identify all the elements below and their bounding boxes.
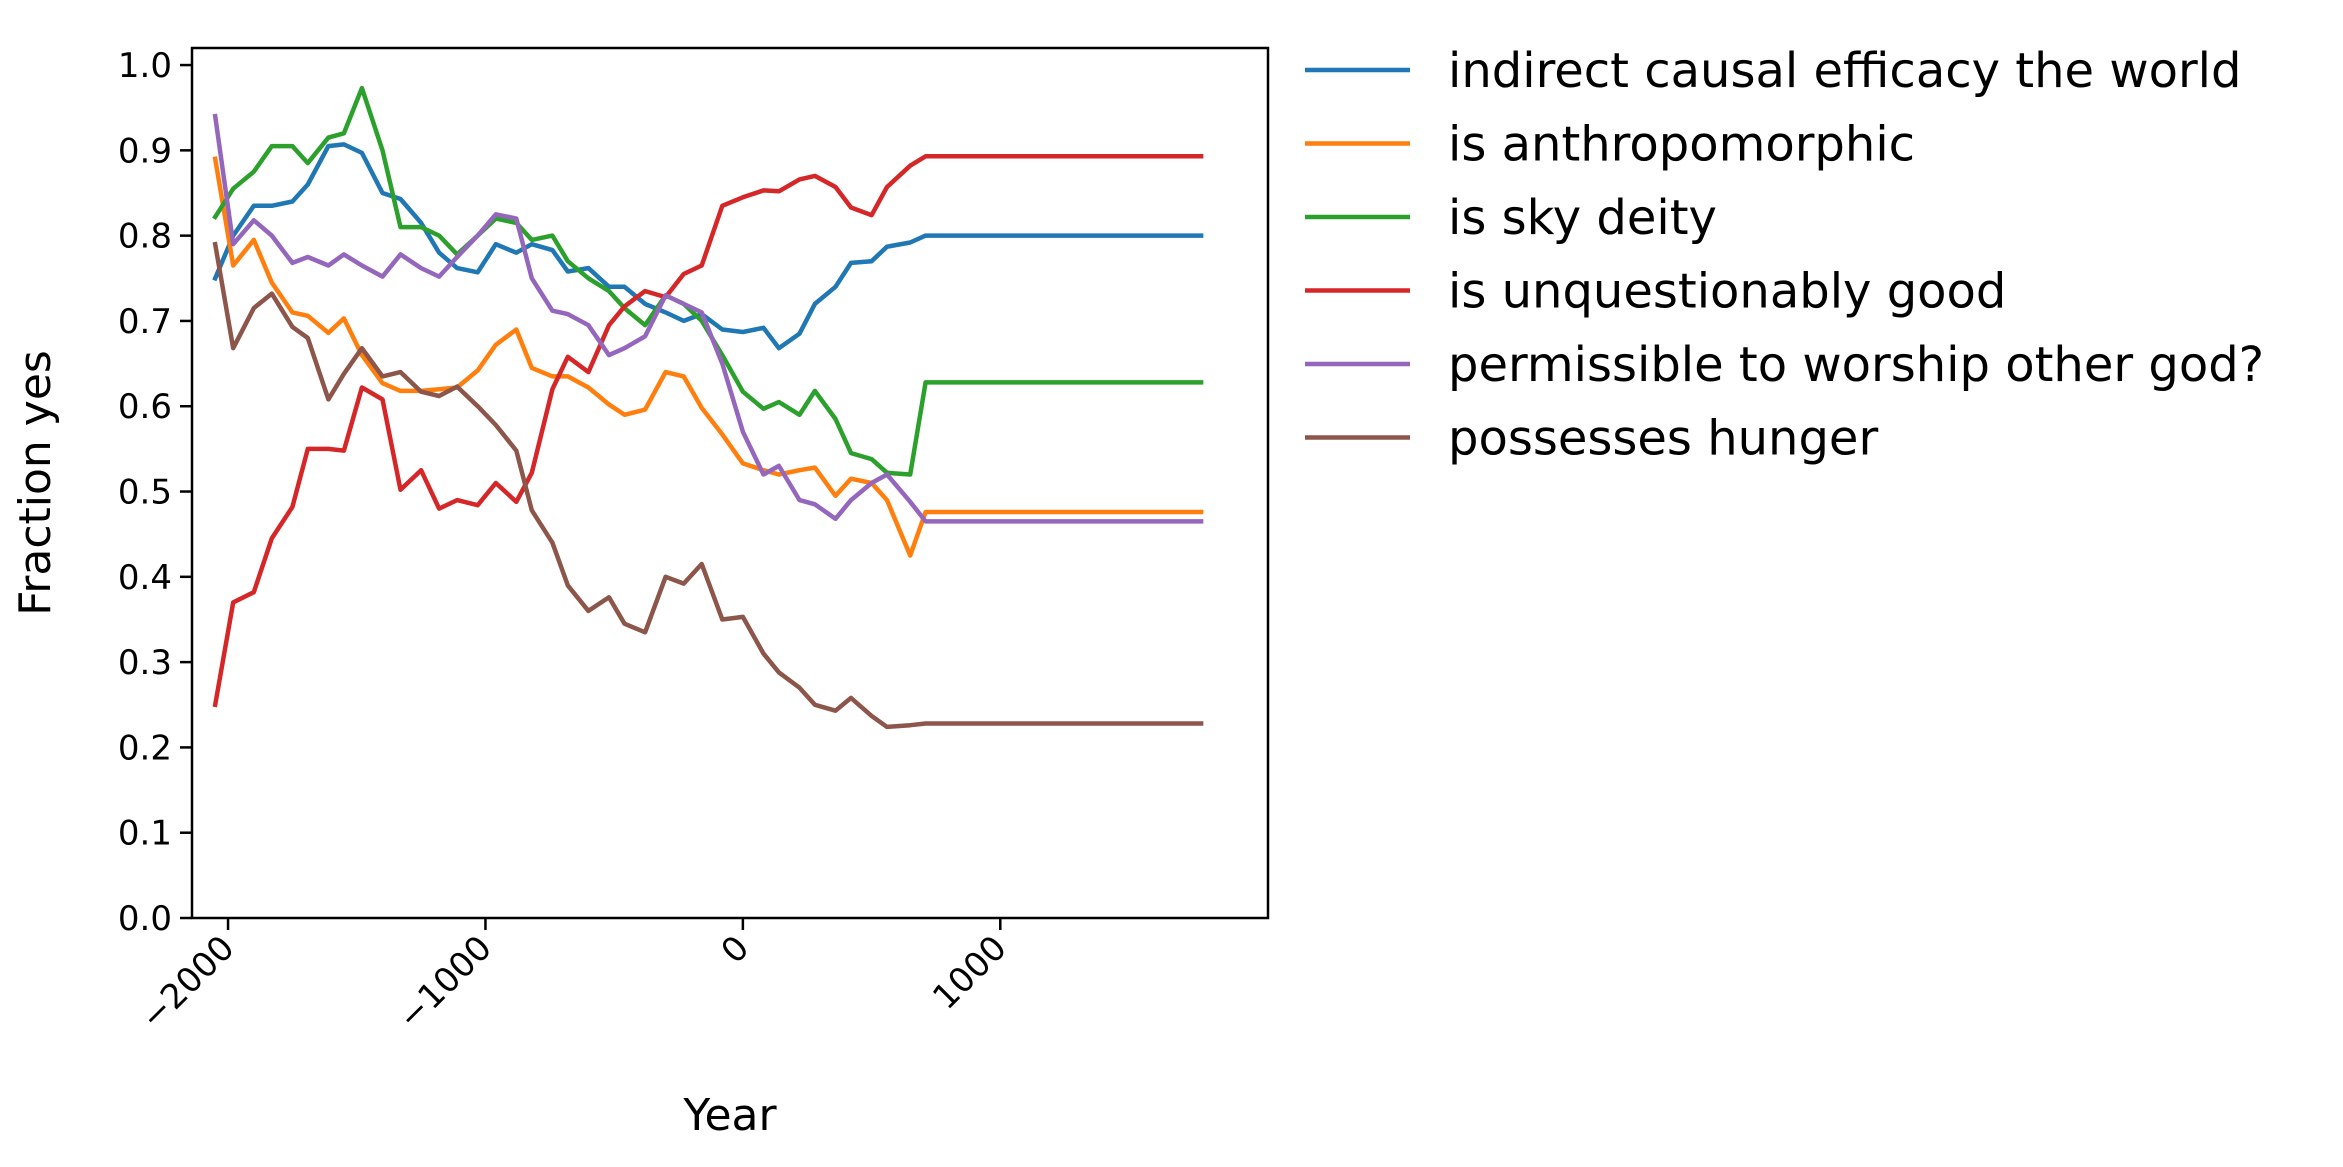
y-tick-label: 0.8 (118, 217, 172, 257)
series-line-2 (212, 156, 1204, 558)
y-tick-label: 0.2 (118, 728, 172, 768)
y-tick-label: 0.4 (118, 558, 172, 598)
y-axis-title: Fraction yes (10, 350, 61, 616)
series-line-5 (212, 113, 1204, 524)
y-tick-label: 0.5 (118, 473, 172, 513)
y-tick-label: 1.0 (118, 46, 172, 86)
x-tick-label: −2000 (133, 928, 243, 1038)
y-tick-label: 0.3 (118, 643, 172, 683)
y-tick-label: 0.6 (118, 387, 172, 427)
series-layer (212, 85, 1204, 730)
legend-label-4: is unquestionably good (1448, 264, 2006, 320)
legend-label-3: is sky deity (1448, 190, 1717, 246)
y-tick-label: 0.9 (118, 131, 172, 171)
x-axis: −2000 −1000 0 1000 (133, 918, 1015, 1038)
legend-label-1: indirect causal efficacy the world (1448, 43, 2241, 99)
x-tick-label: −1000 (390, 928, 500, 1038)
x-axis-title: Year (682, 1090, 777, 1141)
series-line-4 (212, 154, 1204, 708)
legend-label-5: permissible to worship other god? (1448, 337, 2264, 393)
legend: indirect causal efficacy the world is ant… (1305, 43, 2264, 467)
series-line-6 (212, 241, 1204, 730)
y-tick-label: 0.7 (118, 302, 172, 342)
legend-label-6: possesses hunger (1448, 411, 1878, 467)
plot-area-frame (190, 46, 1270, 920)
x-tick-label: 0 (714, 928, 758, 972)
x-tick-label: 1000 (925, 928, 1014, 1017)
legend-label-2: is anthropomorphic (1448, 117, 1915, 173)
y-tick-label: 0.1 (118, 814, 172, 854)
y-axis: 0.0 0.1 0.2 0.3 0.4 0.5 0.6 0.7 0.8 0.9 1.0 (118, 46, 192, 939)
y-tick-label: 0.0 (118, 899, 172, 939)
series-line-1 (212, 142, 1204, 351)
